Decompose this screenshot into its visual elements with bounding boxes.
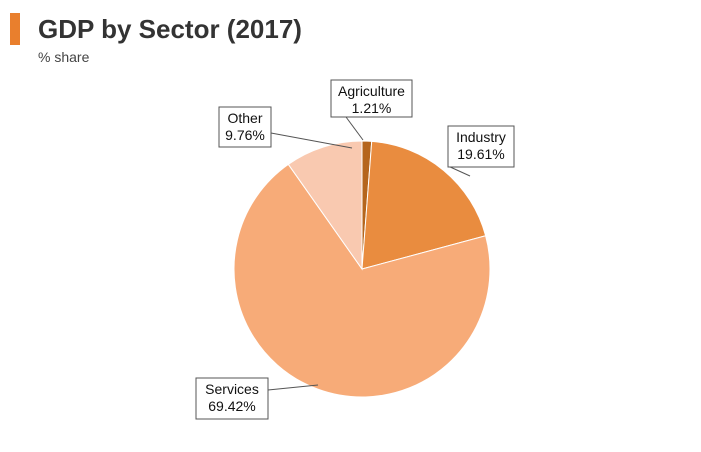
data-label-name-industry: Industry (456, 129, 506, 145)
data-label-name-services: Services (205, 381, 259, 397)
pie-slice-services[interactable] (233, 163, 491, 398)
leader-line-industry (447, 165, 471, 177)
data-label-box-other (218, 106, 272, 148)
data-label-name-other: Other (227, 110, 262, 126)
data-label-value-agriculture: 1.21% (352, 100, 392, 116)
pie-slices (233, 140, 491, 398)
leader-line-services (267, 384, 319, 391)
data-label-value-other: 9.76% (225, 127, 265, 143)
pie-slice-industry[interactable] (361, 140, 487, 270)
pie-slice-other[interactable] (287, 140, 363, 271)
data-label-name-agriculture: Agriculture (338, 83, 405, 99)
leader-line-agriculture (345, 116, 364, 141)
chart-title: GDP by Sector (2017) (38, 14, 302, 44)
data-label-box-industry (447, 125, 515, 168)
data-label-value-industry: 19.61% (457, 146, 504, 162)
data-label-box-agriculture (330, 79, 413, 118)
chart-subtitle: % share (38, 49, 90, 65)
data-label-value-services: 69.42% (208, 398, 255, 414)
leader-line-other (270, 132, 353, 149)
data-label-box-services (195, 377, 269, 420)
title-accent-bar (10, 13, 20, 45)
